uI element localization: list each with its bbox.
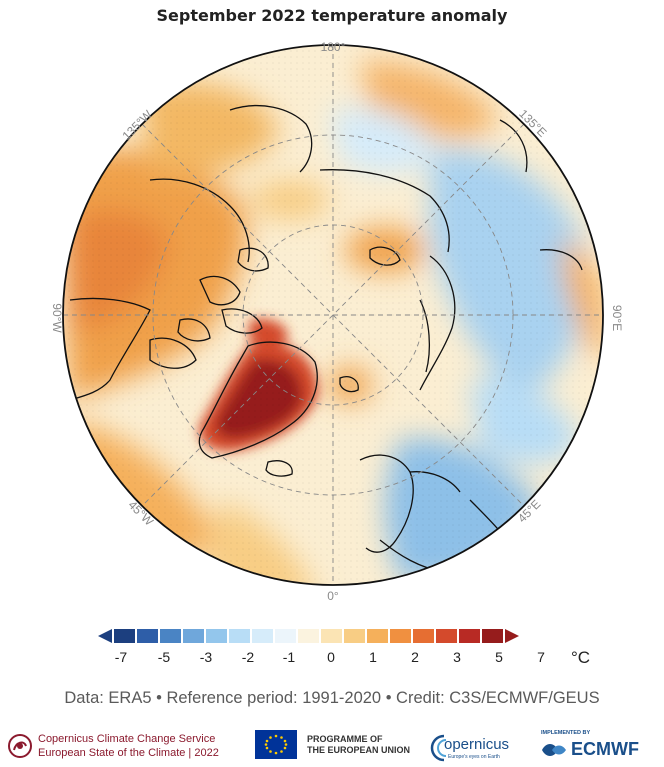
tick-label: -5 bbox=[157, 649, 171, 665]
lon-label-180: 180° bbox=[321, 40, 346, 54]
colorbar-cell bbox=[413, 629, 434, 643]
colorbar-cell bbox=[482, 629, 503, 643]
c3s-name: Copernicus Climate Change Service bbox=[38, 733, 216, 745]
source-line: Data: ERA5 • Reference period: 1991-2020… bbox=[64, 689, 600, 707]
colorbar-cell bbox=[367, 629, 388, 643]
copernicus-logo-icon bbox=[430, 734, 447, 762]
colorbar-cell bbox=[206, 629, 227, 643]
footer-logos: Copernicus Climate Change Service Europe… bbox=[0, 727, 664, 767]
colorbar-unit: °C bbox=[571, 648, 591, 667]
tick-label: -3 bbox=[199, 649, 213, 665]
tick-label: 5 bbox=[495, 649, 503, 665]
tick-label: -1 bbox=[282, 649, 296, 665]
page-title: September 2022 temperature anomaly bbox=[156, 6, 508, 25]
tick-label: 2 bbox=[411, 649, 419, 665]
colorbar bbox=[98, 629, 519, 643]
tick-label: 0 bbox=[327, 649, 335, 665]
colorbar-arrow-low bbox=[98, 629, 112, 643]
colorbar-cell bbox=[183, 629, 204, 643]
coastlines bbox=[69, 104, 583, 573]
colorbar-cell bbox=[160, 629, 181, 643]
tick-label: 7 bbox=[537, 649, 545, 665]
c3s-report: European State of the Climate | 2022 bbox=[38, 747, 219, 759]
tick-label: -7 bbox=[114, 649, 128, 665]
colorbar-cell bbox=[229, 629, 250, 643]
colorbar-cell bbox=[390, 629, 411, 643]
colorbar-ticks: -7 -5 -3 -2 -1 0 1 2 3 5 7 bbox=[0, 649, 664, 669]
colorbar-cell bbox=[275, 629, 296, 643]
ecmwf-logo-icon bbox=[542, 744, 566, 756]
c3s-logo-icon bbox=[8, 734, 32, 758]
polar-map: 180° 0° 90°W 90°E 135°W 135°E 45°W 45°E bbox=[50, 40, 624, 603]
ecmwf-wordmark: ECMWF bbox=[571, 739, 639, 759]
eu-programme-line1: PROGRAMME OF bbox=[307, 734, 383, 744]
map-border bbox=[62, 44, 604, 586]
colorbar-cell bbox=[459, 629, 480, 643]
colorbar-cell bbox=[137, 629, 158, 643]
lon-label-90w: 90°W bbox=[50, 303, 64, 333]
colorbar-cell bbox=[436, 629, 457, 643]
colorbar-cell bbox=[114, 629, 135, 643]
colorbar-cell bbox=[298, 629, 319, 643]
copernicus-tagline: Europe's eyes on Earth bbox=[448, 754, 500, 760]
eu-flag-icon bbox=[255, 730, 297, 759]
colorbar-arrow-high bbox=[505, 629, 519, 643]
lon-label-90e: 90°E bbox=[610, 305, 624, 331]
ecmwf-implemented-by: IMPLEMENTED BY bbox=[541, 730, 591, 736]
colorbar-cell bbox=[344, 629, 365, 643]
eu-programme-line2: THE EUROPEAN UNION bbox=[307, 745, 411, 755]
tick-label: -2 bbox=[241, 649, 255, 665]
graticule bbox=[63, 45, 603, 585]
copernicus-wordmark: opernicus bbox=[444, 736, 510, 753]
colorbar-cell bbox=[321, 629, 342, 643]
lon-label-0: 0° bbox=[327, 589, 339, 603]
tick-label: 1 bbox=[369, 649, 377, 665]
colorbar-cell bbox=[252, 629, 273, 643]
tick-label: 3 bbox=[453, 649, 461, 665]
